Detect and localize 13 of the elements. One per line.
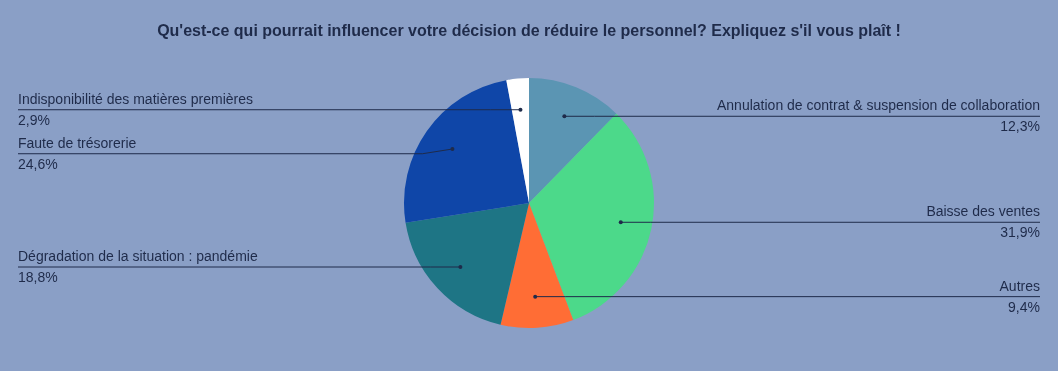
data-label: 12,3% [1000,118,1040,135]
slice-label: Indisponibilité des matières premières [18,90,253,107]
data-label: 18,8% [18,268,58,285]
data-label: 31,9% [1000,224,1040,241]
slice-label: Annulation de contrat & suspension de collaboration [717,97,1040,114]
slice-label: Baisse des ventes [926,203,1040,220]
slice-label: Dégradation de la situation : pandémie [18,247,258,264]
data-label: 24,6% [18,155,58,172]
slice-label: Faute de trésorerie [18,134,137,151]
data-label: 2,9% [18,111,50,128]
chart-title: Qu'est-ce qui pourrait influencer votre décision de réduire le personnel? Expliquez s'il vous plaît ! [157,22,901,40]
slice-label: Autres [999,277,1040,294]
data-label: 9,4% [1008,298,1040,315]
